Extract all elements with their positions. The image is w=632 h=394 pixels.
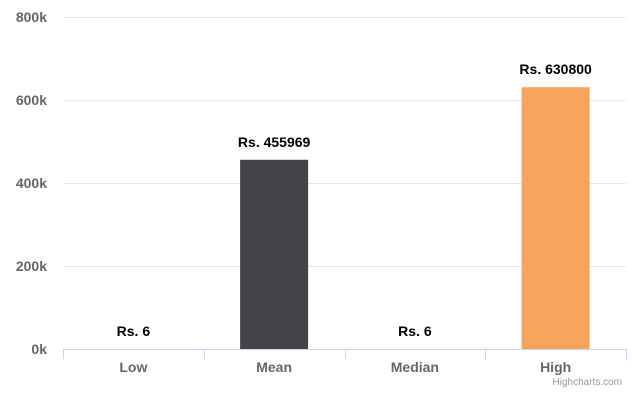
y-tick-label: 800k bbox=[16, 9, 47, 25]
data-label: Rs. 6 bbox=[398, 323, 432, 339]
y-tick-label: 600k bbox=[16, 92, 47, 108]
x-tick-label: Mean bbox=[256, 359, 292, 375]
data-label: Rs. 6 bbox=[117, 323, 151, 339]
y-tick-label: 0k bbox=[31, 341, 47, 357]
y-tick-label: 200k bbox=[16, 258, 47, 274]
x-tick-label: High bbox=[540, 359, 571, 375]
x-tick-label: Median bbox=[391, 359, 439, 375]
bar-high[interactable] bbox=[521, 87, 590, 349]
data-labels: Rs. 6 Rs. 455969 Rs. 6 Rs. 630800 bbox=[117, 61, 592, 339]
x-axis-tick-labels: Low Mean Median High bbox=[119, 359, 571, 375]
bar-mean[interactable] bbox=[240, 159, 309, 349]
y-tick-label: 400k bbox=[16, 175, 47, 191]
x-axis bbox=[63, 349, 627, 359]
y-axis-tick-labels: 0k 200k 400k 600k 800k bbox=[16, 9, 47, 357]
credits-link[interactable]: Highcharts.com bbox=[552, 377, 622, 388]
data-label: Rs. 630800 bbox=[519, 61, 592, 77]
data-label: Rs. 455969 bbox=[238, 134, 311, 150]
bars bbox=[99, 87, 590, 349]
x-tick-label: Low bbox=[119, 359, 147, 375]
